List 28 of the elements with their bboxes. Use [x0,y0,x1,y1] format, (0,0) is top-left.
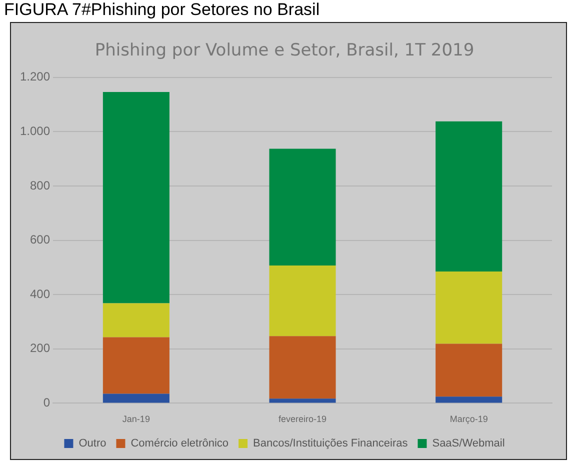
bar [269,398,336,403]
x-tick-label: Março-19 [450,414,488,424]
bar [436,121,502,272]
y-tick-label: 0 [43,396,50,410]
y-tick-label: 800 [30,178,50,192]
legend-label: SaaS/Webmail [432,438,505,450]
y-tick-label: 200 [30,341,50,356]
y-tick-label: 1.000 [20,124,50,138]
legend-label: Bancos/Instituições Financeiras [253,438,408,450]
legend-label: Comércio eletrônico [130,438,229,450]
bar [102,92,170,304]
bar [436,396,502,403]
bar [436,272,502,344]
chart-title: Phishing por Volume e Setor, Brasil, 1T 2019 [94,40,474,61]
y-tick-label: 400 [30,286,50,301]
legend-label: Outro [78,438,106,450]
bar [102,337,170,394]
y-tick-label: 600 [30,232,50,247]
x-tick-label: fevereiro-19 [278,414,327,424]
bar [436,344,502,397]
x-tick-label: Jan-19 [122,414,150,424]
bar [102,394,170,403]
bar [269,266,336,336]
y-tick-label: 1.200 [20,70,50,84]
bar [102,303,170,338]
bar [269,148,336,266]
bar [269,336,336,399]
text: FIGURA 7#Phishing por Setores no Brasil [4,0,320,19]
